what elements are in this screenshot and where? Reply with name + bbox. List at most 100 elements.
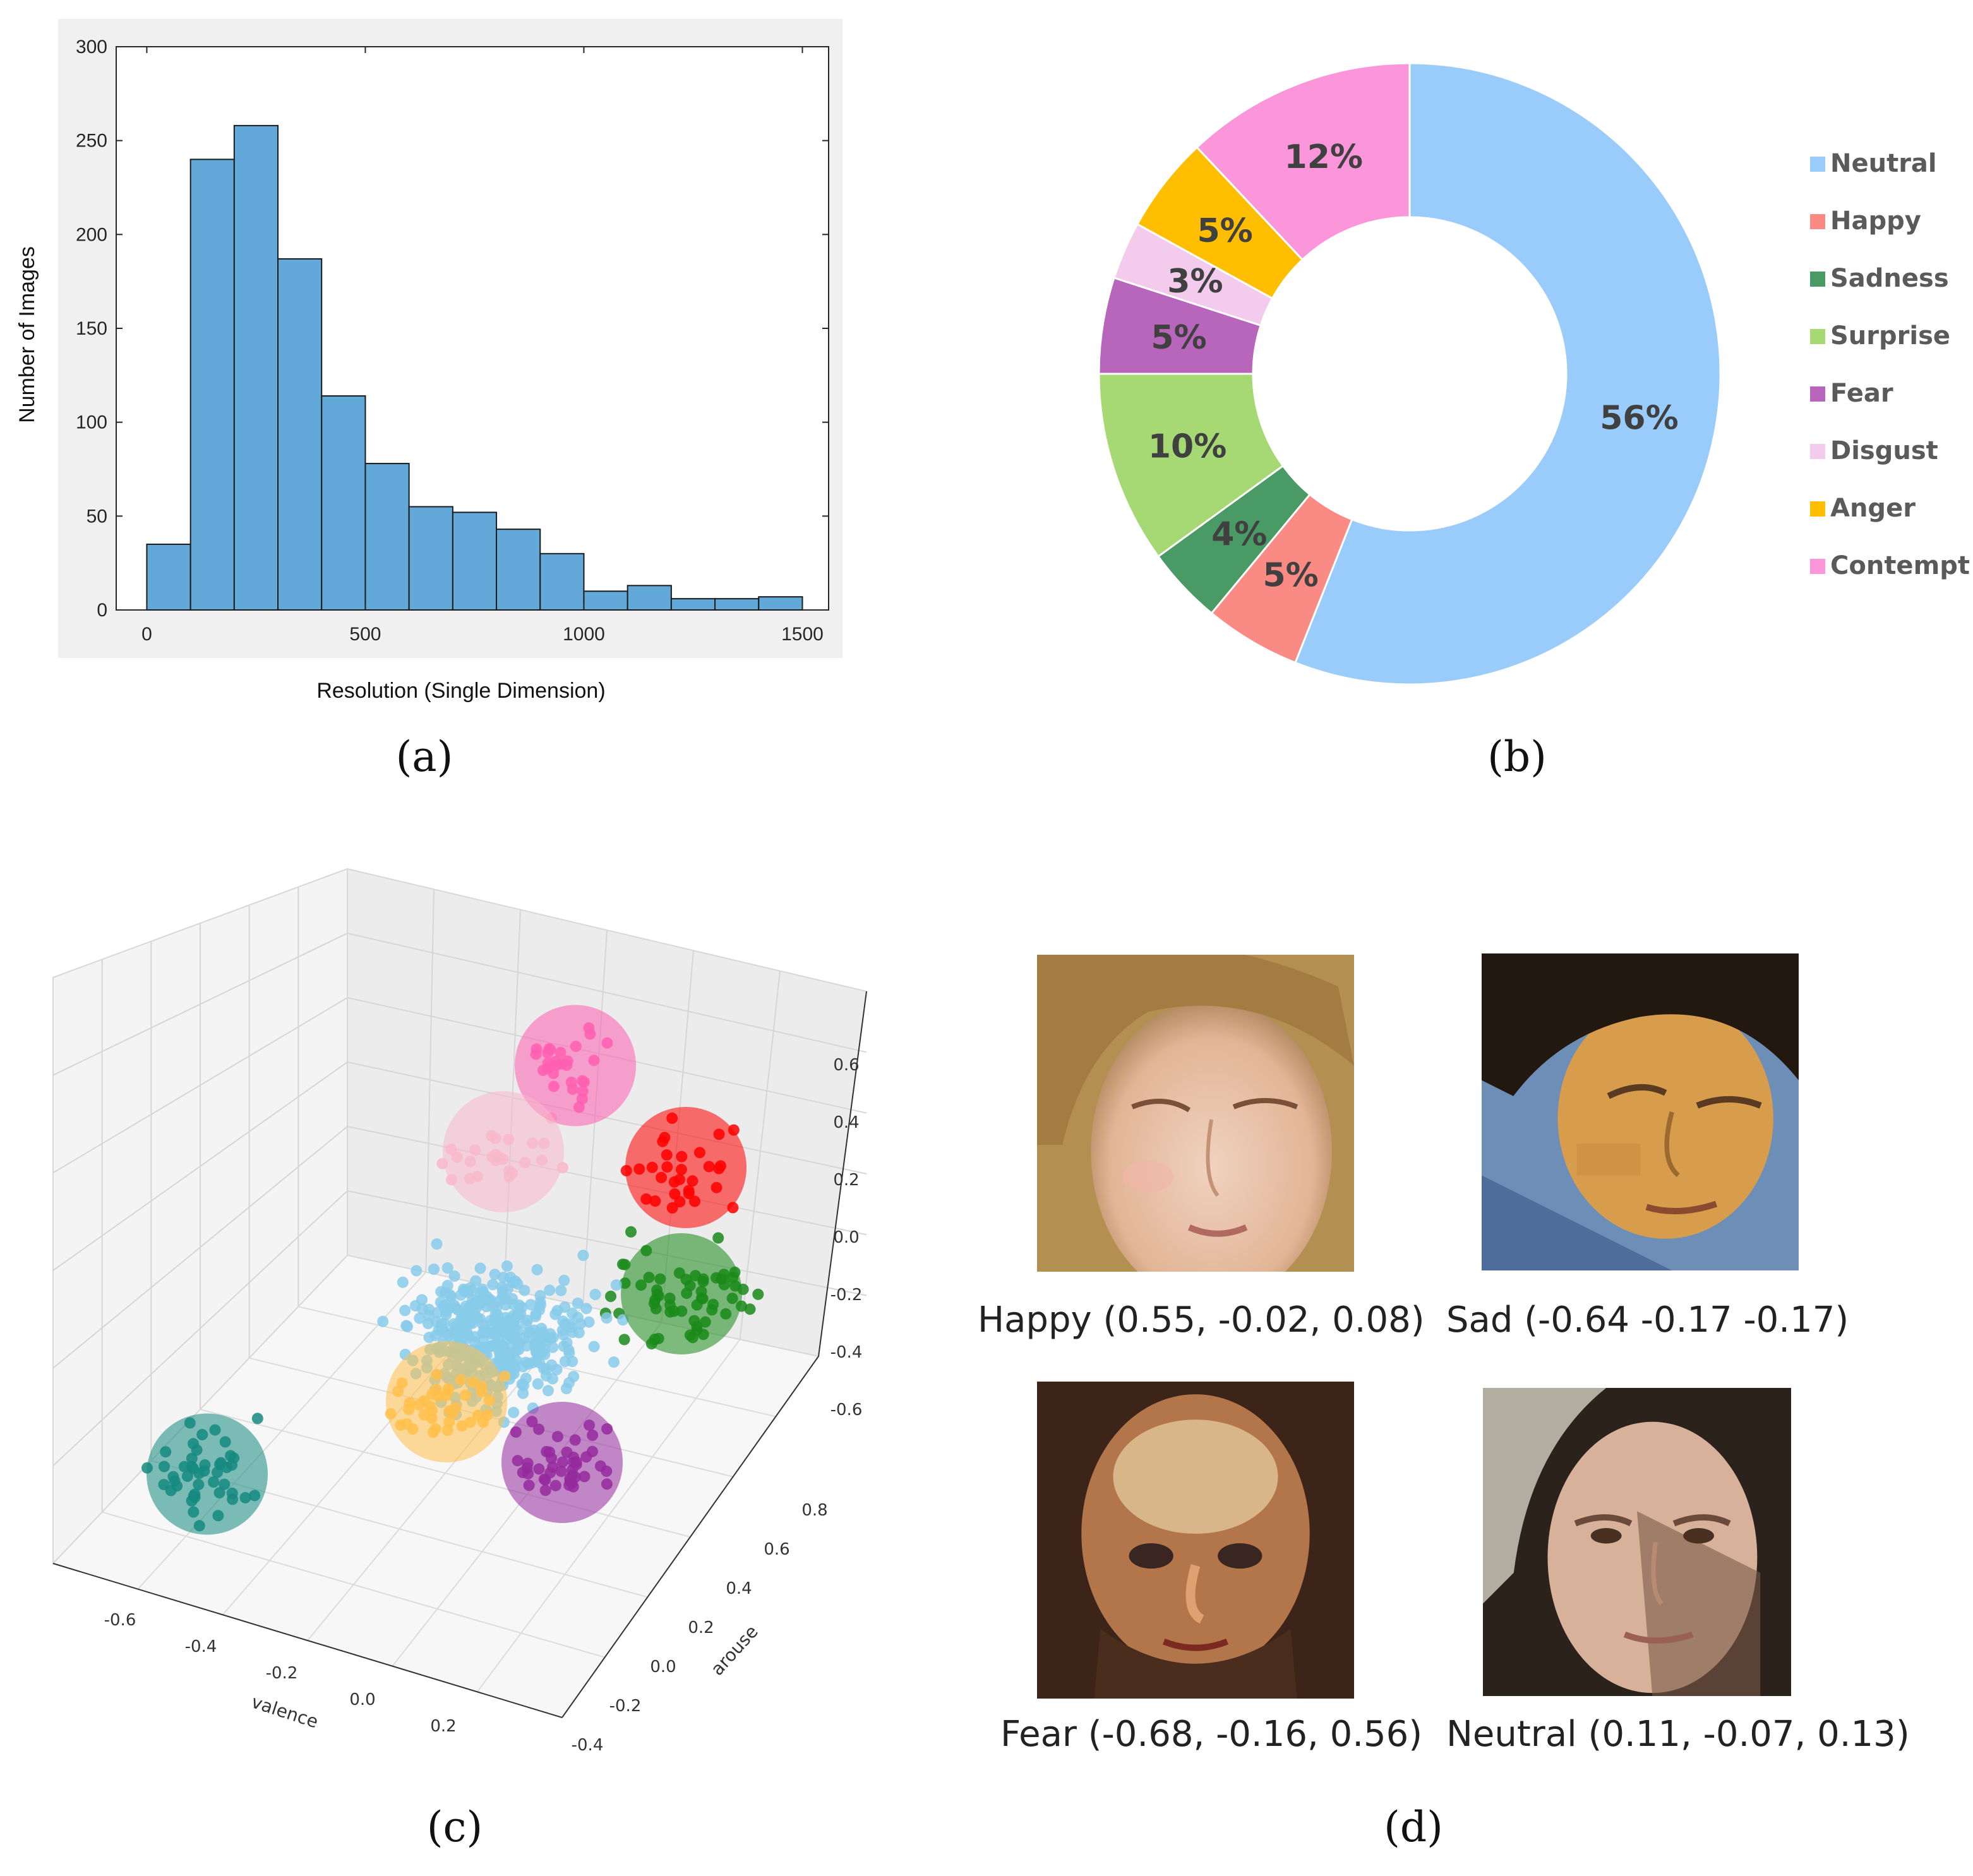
scatter-point (617, 1258, 628, 1270)
arouse-axis-label: arouse (707, 1621, 762, 1679)
y-tick-label: 250 (76, 131, 107, 152)
scatter-point (558, 1274, 570, 1286)
scatter-point (411, 1265, 423, 1277)
scatter-point (397, 1276, 409, 1288)
donut-chart: 56%5%4%10%5%3%5%12% NeutralHappySadnessSu… (1098, 62, 1970, 686)
legend-label-happy: Happy (1830, 206, 1921, 236)
scatter-point (712, 1232, 724, 1244)
scatter-point (558, 1341, 570, 1352)
scatter-point (567, 1307, 579, 1319)
scatter-point (577, 1250, 589, 1262)
scatter-point (489, 1269, 501, 1281)
valence-tick-label: -0.4 (185, 1637, 217, 1656)
scatter-point (428, 1264, 440, 1275)
scatter-point (525, 1299, 537, 1311)
z-tick-label: -0.4 (831, 1343, 863, 1362)
arouse-tick-label: 0.0 (650, 1658, 676, 1676)
arouse-tick-label: -0.2 (609, 1697, 642, 1716)
scatter-point (518, 1332, 530, 1344)
scatter-point (493, 1318, 505, 1330)
scatter-point (423, 1310, 435, 1322)
scatter-point (503, 1351, 515, 1363)
valence-axis-label: valence (249, 1691, 321, 1732)
donut-label-anger: 5% (1197, 212, 1252, 250)
caption-b: (b) (1487, 732, 1547, 781)
x-tick-label: 500 (349, 624, 381, 645)
z-tick-label: 0.6 (833, 1056, 859, 1075)
scatter-point (431, 1316, 443, 1328)
legend-swatch-happy (1810, 214, 1825, 229)
scatter-point (377, 1315, 389, 1327)
scatter-point (431, 1238, 443, 1250)
scatter-point (476, 1284, 488, 1295)
scatter-point (399, 1305, 411, 1317)
legend-swatch-fear (1810, 386, 1825, 402)
z-tick-label: -0.6 (831, 1401, 863, 1419)
scatter-point (580, 1303, 592, 1315)
valence-tick-label: -0.2 (266, 1664, 298, 1683)
face-label-sad: Sad (-0.64 -0.17 -0.17) (1446, 1299, 1849, 1341)
legend-swatch-sadness (1810, 272, 1825, 287)
legend-swatch-disgust (1810, 444, 1825, 459)
cluster-sphere-1 (625, 1107, 747, 1228)
caption-c: (c) (426, 1803, 483, 1851)
scatter-point (555, 1284, 567, 1296)
cluster-sphere-3 (621, 1233, 742, 1354)
histogram-bar-13 (714, 598, 760, 611)
z-tick-label: 0.0 (833, 1228, 859, 1247)
y-tick-label: 150 (76, 318, 107, 339)
neutral-face-portrait-icon (1482, 1388, 1792, 1696)
histogram-bar-11 (627, 585, 672, 611)
histogram-bar-6 (408, 506, 453, 611)
donut-slice-surprise (1098, 373, 1285, 558)
scatter-point (583, 1316, 595, 1328)
fear-face-portrait-icon (1037, 1382, 1354, 1699)
scatter-point (744, 1303, 756, 1315)
donut-label-fear: 5% (1151, 319, 1206, 357)
face-label-happy: Happy (0.55, -0.02, 0.08) (978, 1299, 1425, 1341)
scatter-point (501, 1325, 513, 1337)
scatter-point (531, 1264, 543, 1276)
histogram-bar-12 (670, 598, 716, 611)
cluster-sphere-7 (147, 1413, 268, 1535)
arouse-tick-label: 0.8 (801, 1501, 827, 1520)
histogram-bar-2 (233, 124, 279, 611)
scatter-point (491, 1301, 503, 1313)
scatter-point (448, 1270, 460, 1282)
z-axis-line (818, 991, 867, 1357)
histogram-bar-7 (452, 511, 498, 611)
scatter-point (530, 1308, 542, 1320)
caption-d: (d) (1384, 1803, 1443, 1851)
donut-label-happy: 5% (1263, 556, 1319, 594)
scatter-point (549, 1308, 561, 1320)
scatter-point (752, 1288, 764, 1300)
scatter-point (516, 1301, 528, 1313)
scatter-point (538, 1363, 549, 1375)
scatter-point (496, 1281, 508, 1293)
legend-label-anger: Anger (1830, 494, 1916, 523)
grid-line (347, 1190, 867, 1296)
y-tick-label: 0 (97, 600, 107, 621)
scatter-point (487, 1279, 499, 1291)
arouse-axis-line (561, 1356, 819, 1718)
donut-label-surprise: 10% (1148, 427, 1226, 465)
y-tick-label: 100 (76, 412, 107, 433)
y-tick-label: 300 (76, 37, 107, 57)
caption-a: (a) (395, 732, 453, 781)
sad-face-portrait-icon (1482, 953, 1799, 1270)
scatter-point (608, 1356, 620, 1368)
scatter-point (500, 1299, 512, 1311)
grid-line (347, 933, 867, 1053)
z-tick-label: 0.2 (833, 1171, 859, 1190)
donut-label-contempt: 12% (1285, 138, 1363, 176)
scatter-point (527, 1357, 538, 1369)
scatter-point (559, 1301, 571, 1313)
scatter-point (489, 1329, 501, 1341)
scatter-point (440, 1309, 452, 1321)
legend-label-surprise: Surprise (1830, 321, 1950, 350)
grid-line (347, 1126, 867, 1236)
histogram-chart: 0 50 100 150 200 250 300 0 500 1000 1500 Resolution… (15, 19, 843, 703)
scatter-point (522, 1315, 534, 1326)
histogram-bar-10 (583, 590, 628, 611)
cluster-sphere-5 (386, 1341, 507, 1462)
